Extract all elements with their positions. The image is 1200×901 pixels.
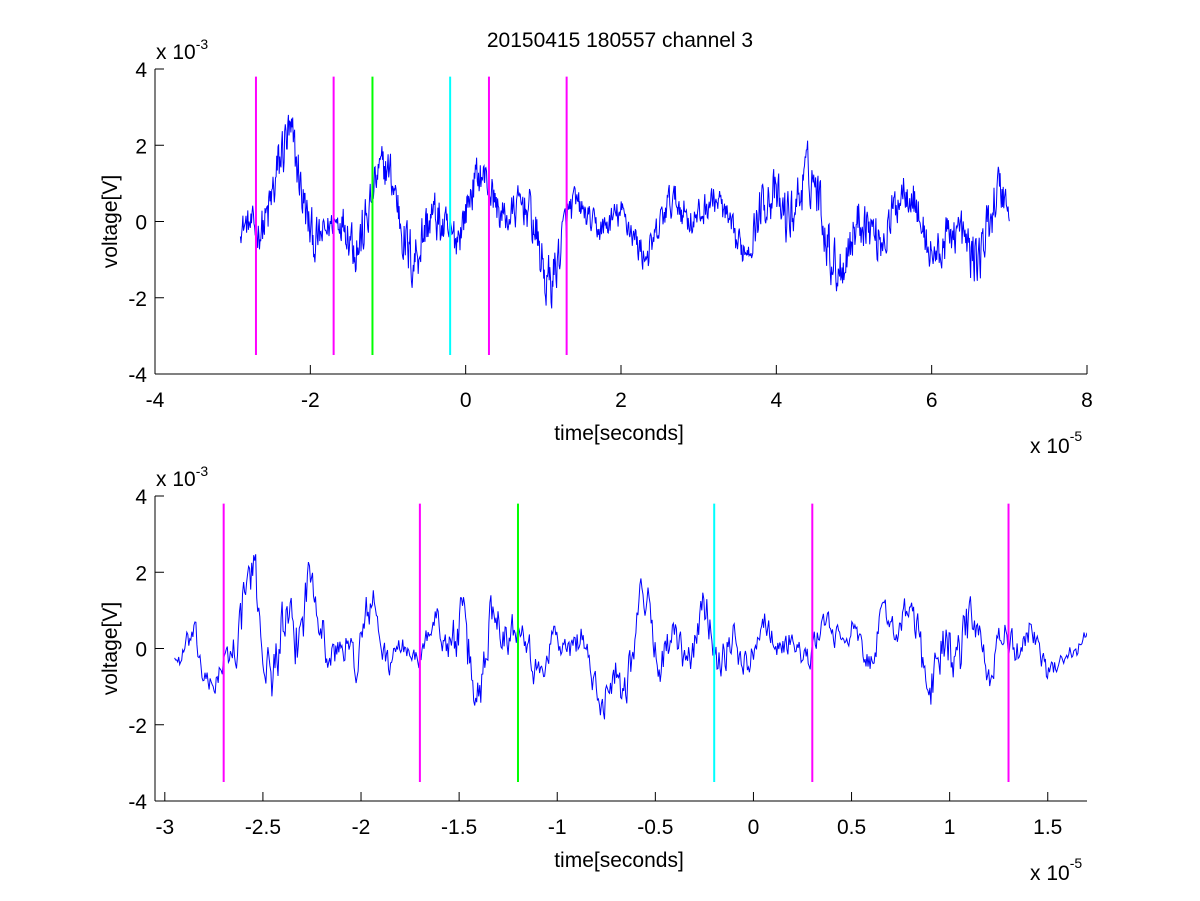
y-exponent-base: x 10: [156, 468, 196, 491]
y-tick-label: -4: [128, 364, 147, 387]
x-tick-label: -2: [352, 816, 371, 839]
x-axis-label: time[seconds]: [554, 849, 684, 872]
x-exponent-power: -5: [1070, 428, 1083, 444]
x-tick-label: -2: [301, 389, 320, 412]
x-tick-label: 6: [926, 389, 938, 412]
y-tick-label: 4: [135, 59, 147, 82]
x-tick-label: -3: [155, 816, 174, 839]
y-exponent-power: -3: [196, 463, 209, 479]
x-tick-label: -2.5: [245, 816, 281, 839]
x-tick-label: 0.5: [837, 816, 866, 839]
y-axis-exponent: x 10-3: [156, 463, 208, 491]
signal-trace: [174, 554, 1087, 720]
x-axis-exponent: x 10-5: [1030, 428, 1082, 458]
x-tick-label: -4: [146, 389, 165, 412]
x-exponent-base: x 10: [1030, 862, 1070, 885]
x-tick-label: -1: [548, 816, 567, 839]
y-axis-label: voltage[V]: [99, 602, 122, 695]
y-tick-label: 2: [135, 135, 147, 158]
y-tick-label: -2: [128, 288, 147, 311]
y-tick-label: 2: [135, 562, 147, 585]
top-plot: -4 -2 0 2 4 6 8 -4 -2 0 2 4 time[seconds] voltage[V] x…: [99, 36, 1093, 458]
x-axis-exponent: x 10-5: [1030, 855, 1082, 885]
x-tick-label: -1.5: [441, 816, 477, 839]
x-axis-label: time[seconds]: [554, 422, 684, 445]
y-tick-label: 0: [135, 212, 147, 235]
x-tick-label: 4: [770, 389, 782, 412]
x-tick-label: 0: [460, 389, 472, 412]
y-tick-label: -4: [128, 791, 147, 814]
y-exponent-power: -3: [196, 36, 209, 52]
x-tick-label: -0.5: [637, 816, 673, 839]
y-axis-exponent: x 10-3: [156, 36, 208, 64]
figure-title: 20150415 180557 channel 3: [487, 29, 753, 52]
y-axis-label: voltage[V]: [99, 175, 122, 268]
y-tick-label: -2: [128, 715, 147, 738]
x-exponent-power: -5: [1070, 855, 1083, 871]
x-tick-label: 2: [615, 389, 627, 412]
x-exponent-base: x 10: [1030, 435, 1070, 458]
x-tick-label: 1: [944, 816, 956, 839]
x-tick-label: 0: [748, 816, 760, 839]
y-tick-label: 4: [135, 486, 147, 509]
x-tick-label: 8: [1081, 389, 1093, 412]
signal-trace: [239, 114, 1010, 309]
x-tick-label: 1.5: [1033, 816, 1062, 839]
bottom-plot: -3 -2.5 -2 -1.5 -1 -0.5 0 0.5 1 1.5 -4 -2 0 2 4 time[se…: [99, 463, 1087, 885]
y-exponent-base: x 10: [156, 41, 196, 64]
y-tick-label: 0: [135, 639, 147, 662]
